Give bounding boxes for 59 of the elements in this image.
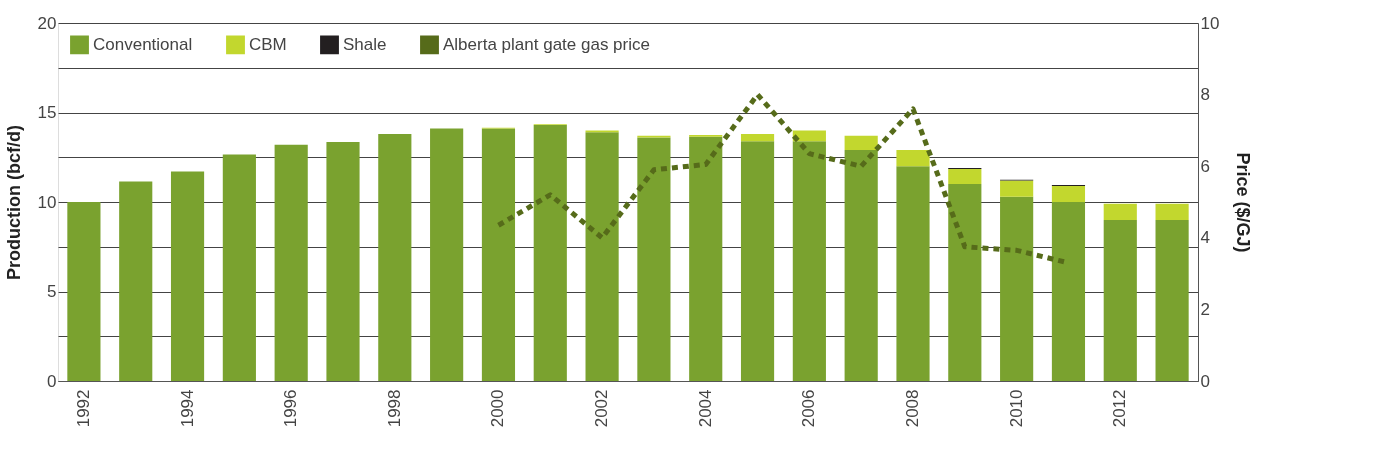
bar [1155,219,1189,381]
bar [430,128,464,381]
x-tick-label: 1994 [177,389,197,428]
x-tick-label: 1996 [281,389,301,428]
bar [1155,203,1189,220]
bar [326,142,360,381]
bar [481,128,516,381]
bar [1051,202,1086,381]
bar [792,141,826,381]
bar [222,154,256,381]
x-tick-label: 2008 [903,389,922,428]
bar [119,181,153,381]
bar [1000,180,1034,197]
bar [1103,219,1137,381]
bar [740,141,775,381]
legend-label: CBM [249,34,287,54]
bar [67,202,101,381]
legend-label: Alberta plant gate gas price [443,34,650,54]
y2-tick-label: 2 [1200,299,1210,319]
y-axis-title: Production (bcf/d) [3,125,24,280]
legend-label: Conventional [93,34,193,54]
bar [1000,196,1034,381]
y-tick-label: 10 [37,192,57,212]
x-tick-label: 2012 [1110,389,1130,428]
bar [844,135,878,151]
bar [948,184,982,381]
x-tick-label: 2010 [1006,389,1026,428]
bar [1051,185,1086,202]
bar [533,125,567,381]
y2-tick-label: 4 [1200,228,1210,248]
x-tick-label: 2004 [695,389,715,428]
bar [792,130,826,142]
bar [740,133,775,142]
y2-axis-title: Price ($/GJ) [1233,152,1254,253]
y-tick-label: 20 [37,13,57,33]
x-tick-label: 1992 [73,389,93,428]
y-tick-label: 5 [47,282,57,301]
bar [948,168,982,185]
y-tick-label: 15 [37,103,57,122]
bar [274,144,308,381]
bar [1103,203,1137,220]
bar [637,137,671,381]
x-tick-label: 2006 [799,389,819,428]
y2-tick-label: 6 [1200,156,1210,176]
bar [170,171,205,381]
bar [689,136,723,381]
x-tick-label: 2000 [488,389,508,428]
x-tick-label: 1998 [384,389,404,428]
y-tick-label: 0 [47,371,57,391]
y2-tick-label: 10 [1200,13,1220,33]
bar [896,150,930,167]
legend-label: Shale [343,34,387,54]
bar [844,150,878,381]
x-tick-label: 2002 [592,389,612,428]
y2-tick-label: 0 [1200,371,1210,391]
y2-tick-label: 8 [1200,85,1210,105]
bar [585,132,619,381]
bar [378,133,412,381]
bar [896,166,930,381]
